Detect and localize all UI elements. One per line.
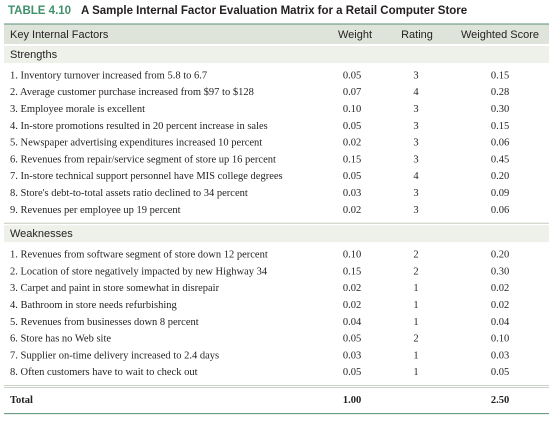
cell-value: 0.04 xyxy=(343,317,362,328)
cell-value: 0.02 xyxy=(343,205,361,216)
factor-text: 7. In-store technical support personnel … xyxy=(10,171,283,182)
column-header: Rating xyxy=(401,29,433,41)
factor-text: 6. Store has no Web site xyxy=(10,334,111,345)
cell-value: 3 xyxy=(413,104,418,115)
section-bg xyxy=(4,46,549,63)
cell-value: 0.09 xyxy=(491,188,509,199)
factor-text: 7. Supplier on-time delivery increased t… xyxy=(10,350,219,361)
cell-value: 0.28 xyxy=(491,87,509,98)
cell-value: 0.05 xyxy=(491,367,509,378)
cell-value: 2 xyxy=(413,266,418,277)
cell-value: 0.15 xyxy=(491,70,509,81)
cell-value: 0.03 xyxy=(491,350,509,361)
factor-text: 1. Revenues from software segment of sto… xyxy=(10,250,268,261)
section-bg xyxy=(4,225,549,243)
cell-value: 0.10 xyxy=(343,250,361,261)
cell-value: 2 xyxy=(413,250,418,261)
cell-value: 0.03 xyxy=(343,350,361,361)
table-title: A Sample Internal Factor Evaluation Matr… xyxy=(81,5,467,17)
column-header: Key Internal Factors xyxy=(10,29,109,41)
cell-value: 0.10 xyxy=(343,104,361,115)
factor-text: 4. Bathroom in store needs refurbishing xyxy=(10,300,178,311)
factor-text: 8. Store's debt-to-total assets ratio de… xyxy=(10,188,248,199)
cell-value: 3 xyxy=(413,138,418,149)
factor-text: 4. In-store promotions resulted in 20 pe… xyxy=(10,121,268,132)
total-cell: 2.50 xyxy=(491,395,509,406)
header-bg xyxy=(4,24,549,44)
cell-value: 3 xyxy=(413,70,418,81)
factor-text: 8. Often customers have to wait to check… xyxy=(10,367,198,378)
cell-value: 0.10 xyxy=(491,334,509,345)
cell-value: 0.05 xyxy=(343,171,361,182)
cell-value: 0.06 xyxy=(491,205,509,216)
cell-value: 0.02 xyxy=(491,300,509,311)
cell-value: 0.02 xyxy=(343,138,361,149)
factor-text: 5. Newspaper advertising expenditures in… xyxy=(10,138,262,149)
factor-text: 5. Revenues from businesses down 8 perce… xyxy=(10,317,199,328)
factor-text: 6. Revenues from repair/service segment … xyxy=(10,154,276,165)
cell-value: 0.30 xyxy=(491,266,509,277)
cell-value: 3 xyxy=(413,154,418,165)
cell-value: 0.15 xyxy=(491,121,509,132)
cell-value: 0.15 xyxy=(343,266,361,277)
total-cell: Total xyxy=(10,395,33,406)
cell-value: 0.05 xyxy=(343,70,361,81)
cell-value: 1 xyxy=(413,350,418,361)
cell-value: 0.03 xyxy=(343,188,361,199)
cell-value: 0.15 xyxy=(343,154,361,165)
section-label: Weaknesses xyxy=(10,228,73,240)
cell-value: 0.02 xyxy=(491,283,509,294)
cell-value: 0.20 xyxy=(491,250,509,261)
cell-value: 3 xyxy=(413,188,418,199)
column-header: Weighted Score xyxy=(461,29,539,41)
cell-value: 0.20 xyxy=(491,171,509,182)
factor-text: 3. Employee morale is excellent xyxy=(10,104,145,115)
cell-value: 0.05 xyxy=(343,367,361,378)
total-cell: 1.00 xyxy=(343,395,361,406)
cell-value: 3 xyxy=(413,121,418,132)
cell-value: 1 xyxy=(413,300,418,311)
cell-value: 0.07 xyxy=(343,87,361,98)
factor-text: 9. Revenues per employee up 19 percent xyxy=(10,205,181,216)
cell-value: 0.05 xyxy=(343,121,361,132)
table-number: TABLE 4.10 xyxy=(8,5,71,17)
factor-text: 3. Carpet and paint in store somewhat in… xyxy=(10,283,220,294)
cell-value: 2 xyxy=(413,334,418,345)
cell-value: 0.45 xyxy=(491,154,509,165)
section-label: Strengths xyxy=(10,49,58,61)
cell-value: 0.02 xyxy=(343,283,361,294)
cell-value: 0.02 xyxy=(343,300,361,311)
cell-value: 1 xyxy=(413,317,418,328)
cell-value: 1 xyxy=(413,283,418,294)
cell-value: 4 xyxy=(413,87,419,98)
cell-value: 0.05 xyxy=(343,334,361,345)
column-header: Weight xyxy=(338,29,372,41)
cell-value: 0.04 xyxy=(491,317,510,328)
factor-text: 2. Location of store negatively impacted… xyxy=(10,266,268,277)
cell-value: 0.30 xyxy=(491,104,509,115)
factor-text: 1. Inventory turnover increased from 5.8… xyxy=(10,70,207,81)
cell-value: 1 xyxy=(413,367,418,378)
cell-value: 3 xyxy=(413,205,418,216)
factor-text: 2. Average customer purchase increased f… xyxy=(10,87,254,98)
cell-value: 0.06 xyxy=(491,138,509,149)
cell-value: 4 xyxy=(413,171,419,182)
